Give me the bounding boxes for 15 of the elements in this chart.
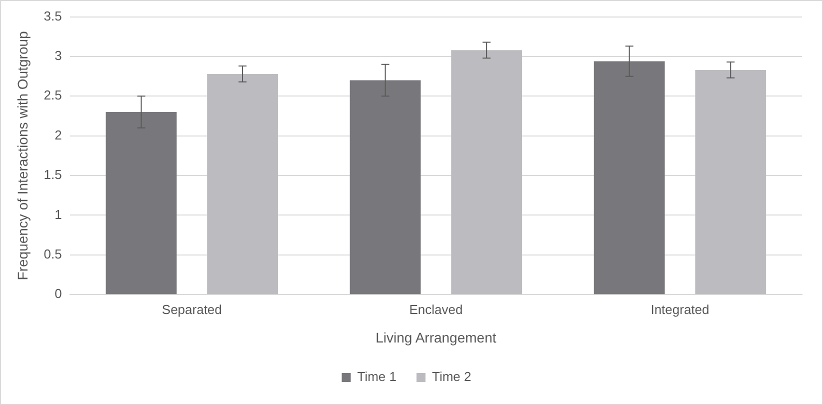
x-tick-label: Separated: [162, 302, 222, 317]
x-tick-label: Integrated: [650, 302, 710, 317]
x-axis-title: Living Arrangement: [376, 329, 496, 346]
y-tick-label: 1.5: [44, 167, 62, 182]
y-tick-label: 0.5: [44, 246, 62, 262]
y-tick-label: 3: [54, 48, 62, 64]
y-axis-title: Frequency of Interactions with Outgroup: [14, 30, 30, 280]
y-tick-label: 1: [54, 206, 62, 222]
y-tick-label: 2.5: [44, 88, 62, 103]
x-tick-label: Enclaved: [409, 302, 463, 317]
legend-label: Time 2: [432, 369, 472, 384]
y-tick-label: 3.5: [44, 8, 62, 24]
legend-label: Time 1: [357, 369, 396, 384]
y-tick-label: 2: [54, 127, 62, 142]
y-tick-label: 0: [54, 286, 62, 302]
